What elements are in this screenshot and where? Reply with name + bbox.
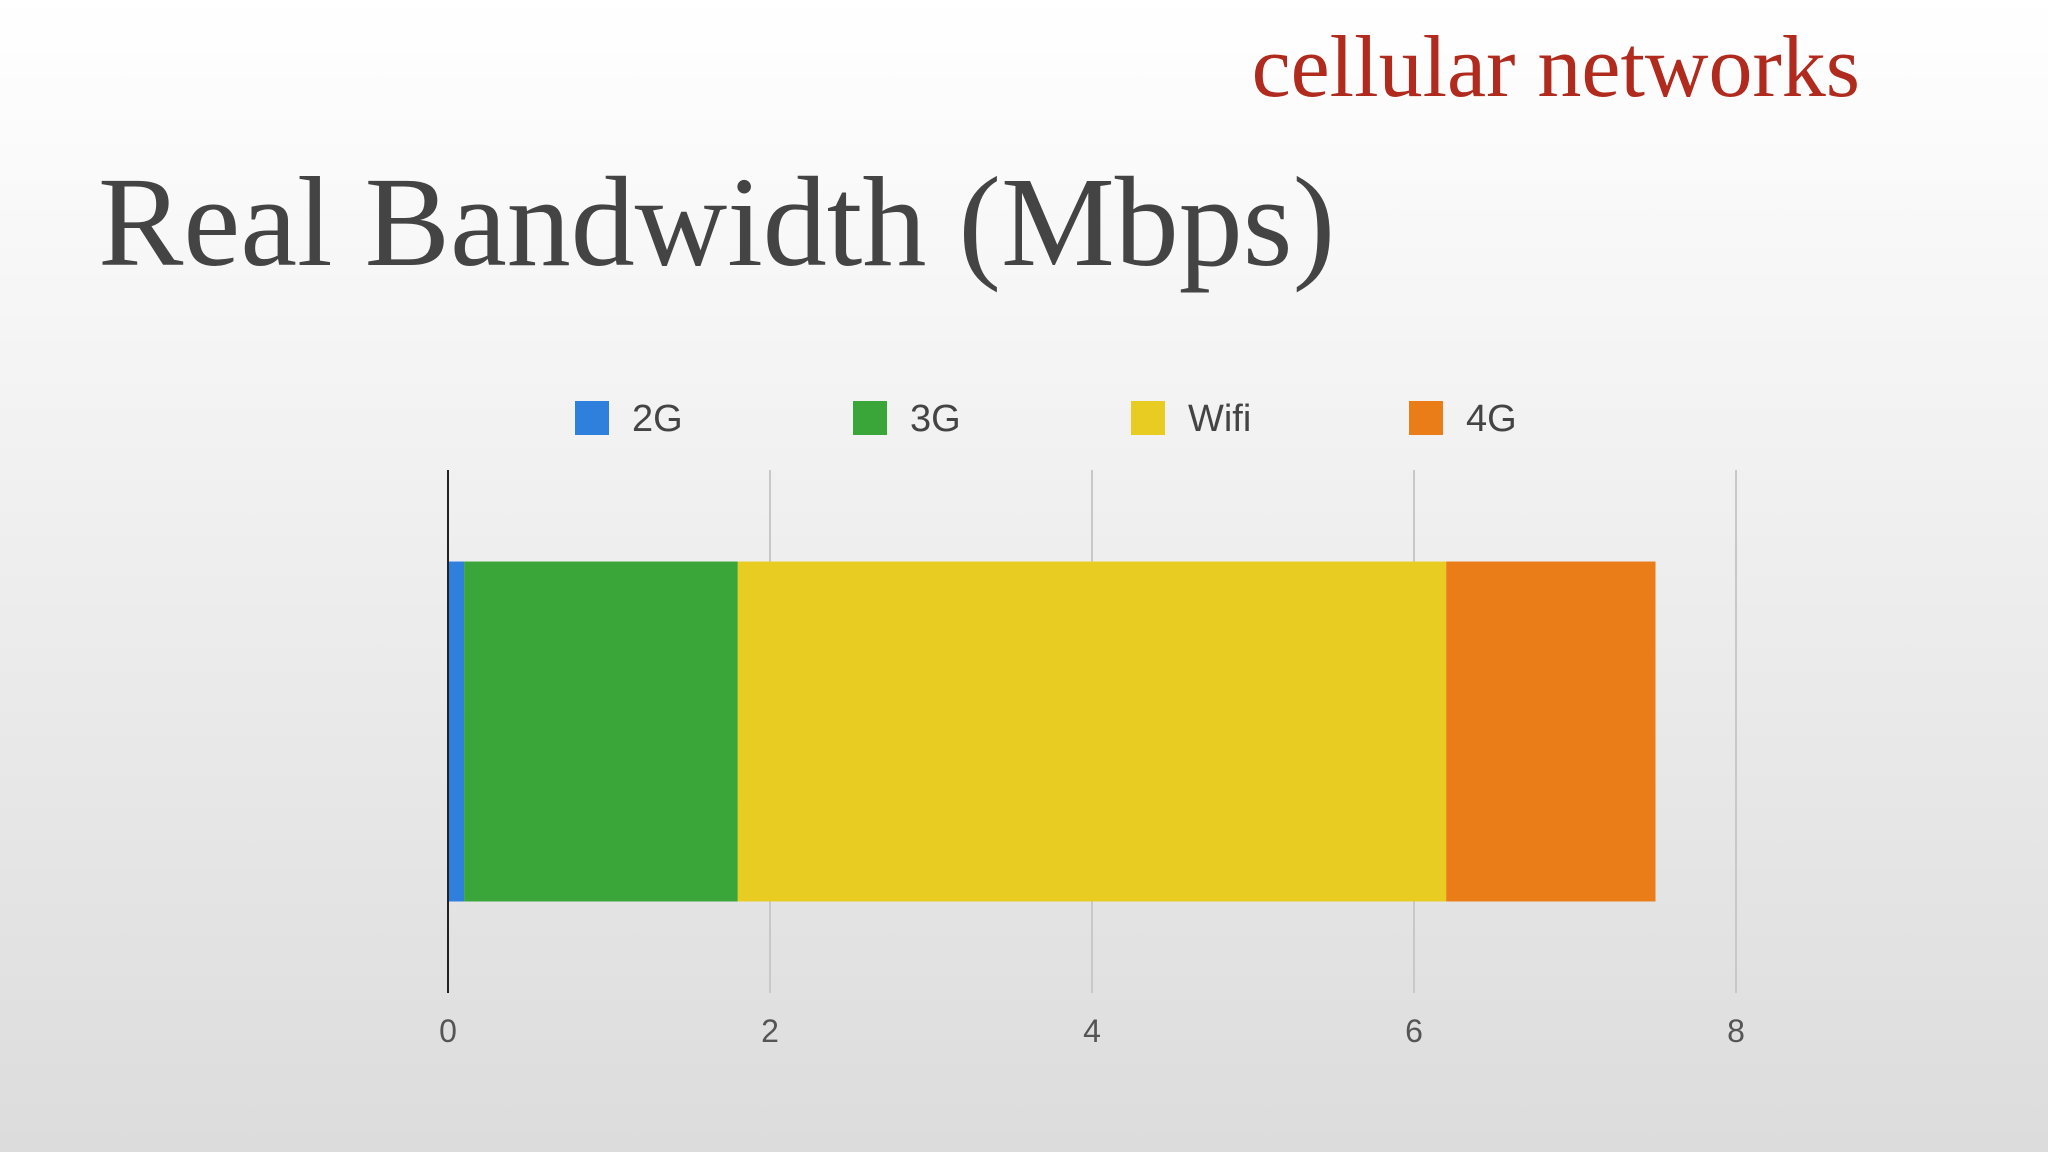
x-tick-label: 6 xyxy=(1405,1013,1423,1049)
x-tick-label: 8 xyxy=(1727,1013,1745,1049)
legend-label: 2G xyxy=(632,398,683,440)
chart: 0 2 4 6 8 2G 3G Wifi 4G xyxy=(439,398,1745,1049)
legend-label: 4G xyxy=(1466,398,1517,440)
legend-swatch xyxy=(853,401,887,435)
x-tick-label: 4 xyxy=(1083,1013,1101,1049)
bar-segment xyxy=(464,561,738,902)
chart-title: Real Bandwidth (Mbps) xyxy=(98,151,1335,293)
legend-swatch xyxy=(1131,401,1165,435)
x-tick-label: 0 xyxy=(439,1013,457,1049)
legend-label: 3G xyxy=(910,398,961,440)
legend-swatch xyxy=(575,401,609,435)
bar-segment xyxy=(1446,561,1656,902)
bar-segment xyxy=(737,561,1447,902)
bar-segment xyxy=(448,561,465,902)
legend-label: Wifi xyxy=(1188,398,1251,440)
legend-swatch xyxy=(1409,401,1443,435)
section-label: cellular networks xyxy=(1252,19,1860,116)
x-tick-label: 2 xyxy=(761,1013,779,1049)
